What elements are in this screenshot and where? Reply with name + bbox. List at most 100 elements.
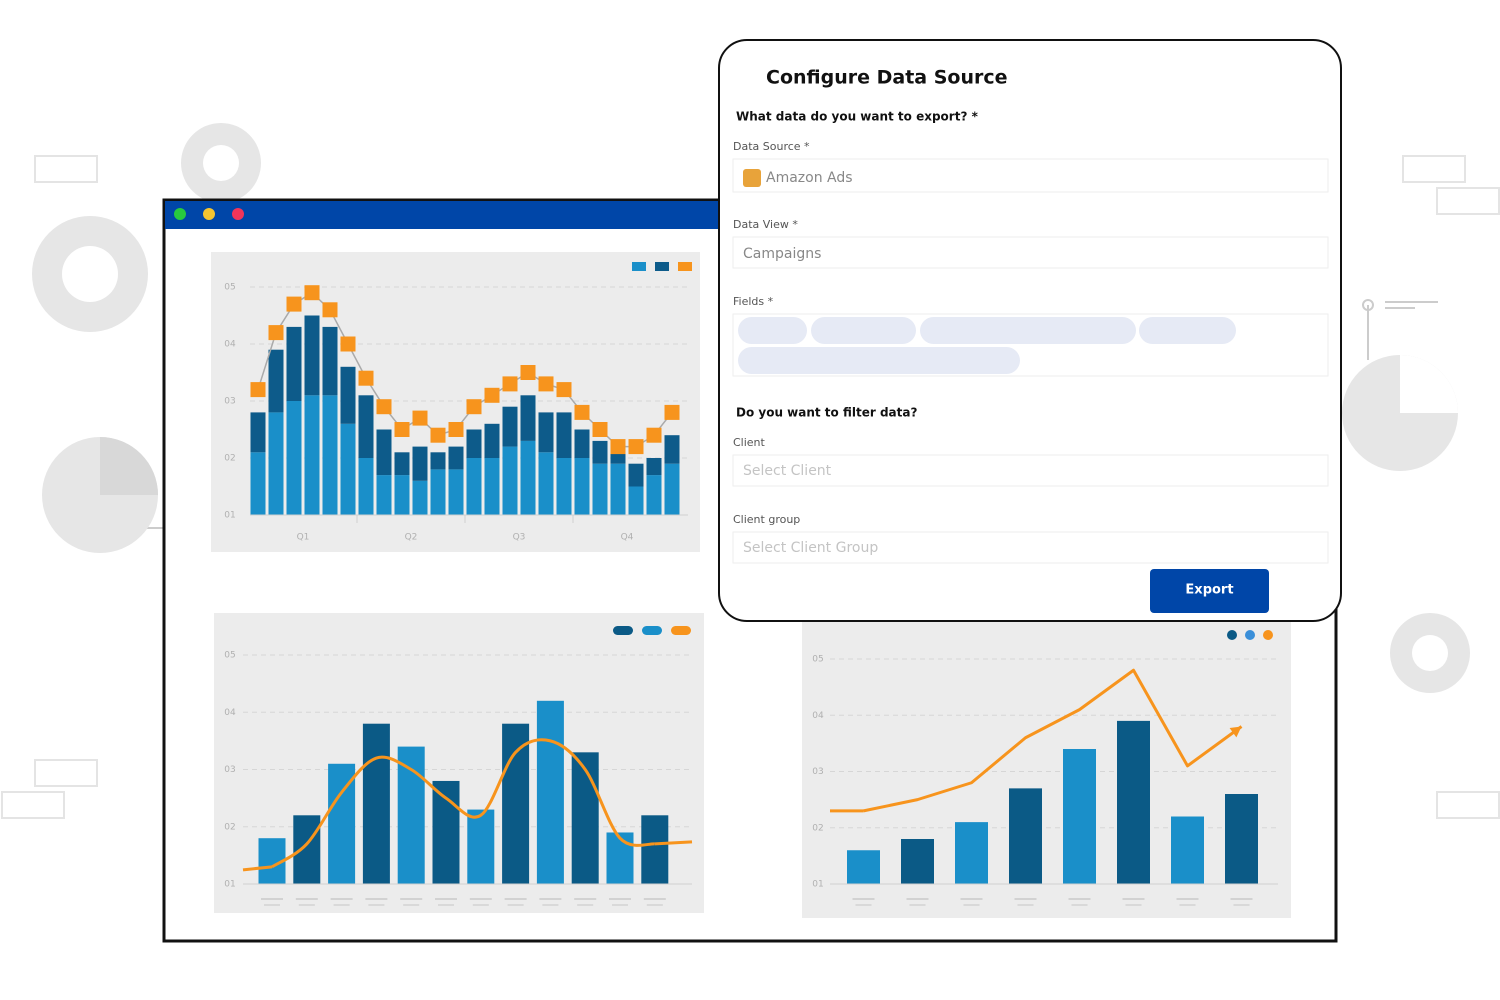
bar <box>304 315 320 396</box>
y-tick-label: 03 <box>224 765 235 775</box>
marker <box>502 376 518 392</box>
y-tick-label: 05 <box>224 651 235 661</box>
window-dot[interactable] <box>203 208 215 220</box>
y-tick-label: 05 <box>224 283 235 293</box>
bar <box>466 429 482 458</box>
bar <box>412 446 428 481</box>
bar <box>467 809 495 884</box>
select-input[interactable] <box>732 531 1329 564</box>
section-title: What data do you want to export? * <box>736 110 979 124</box>
bar <box>376 429 392 476</box>
marker <box>286 296 302 312</box>
y-tick-label: 01 <box>224 880 235 890</box>
bar <box>641 815 669 884</box>
y-tick-label: 03 <box>224 397 235 407</box>
window-dot[interactable] <box>232 208 244 220</box>
bar <box>664 435 680 464</box>
bar <box>520 395 536 441</box>
bar <box>955 822 988 884</box>
bar <box>394 475 410 515</box>
line <box>271 738 656 869</box>
bar <box>268 412 284 515</box>
bar <box>538 452 554 515</box>
bar <box>376 475 392 515</box>
field-label: Data View * <box>733 218 798 231</box>
field-chips <box>738 317 1236 374</box>
bar <box>538 412 554 453</box>
bar <box>520 440 536 515</box>
bar <box>397 746 425 884</box>
marker <box>574 404 590 420</box>
y-tick-label: 01 <box>224 511 235 521</box>
line-stub <box>654 840 693 846</box>
select-input[interactable] <box>732 158 1329 193</box>
bar <box>358 458 374 515</box>
x-tick-label: Q1 <box>297 533 310 543</box>
marker <box>556 382 572 398</box>
bar <box>340 423 356 515</box>
field-label: Fields * <box>733 295 774 308</box>
bar <box>1063 749 1096 884</box>
bar <box>1225 794 1258 884</box>
bar <box>250 412 266 453</box>
y-tick-label: 02 <box>224 454 235 464</box>
marker <box>646 427 662 443</box>
bar <box>430 452 446 470</box>
y-tick-label: 05 <box>812 655 823 665</box>
select-input[interactable] <box>732 236 1329 269</box>
field-label: Client <box>733 436 766 449</box>
marker <box>592 422 608 437</box>
bar <box>286 401 302 515</box>
arrow-head <box>1229 726 1242 738</box>
bar <box>606 832 634 884</box>
bar <box>448 446 464 470</box>
marker <box>250 382 266 398</box>
marker <box>664 404 680 420</box>
export-button[interactable] <box>1150 569 1269 613</box>
marker <box>628 439 644 455</box>
select-value: Amazon Ads <box>766 170 853 186</box>
window-dot[interactable] <box>174 208 186 220</box>
y-tick-label: 02 <box>812 823 823 833</box>
bar <box>628 486 644 515</box>
bar <box>610 452 626 464</box>
marker <box>394 422 410 437</box>
line <box>863 668 1243 813</box>
bar <box>847 850 880 884</box>
bar <box>268 349 284 413</box>
bar <box>610 463 626 515</box>
bar <box>901 839 934 884</box>
select-input[interactable] <box>732 454 1329 487</box>
marker <box>376 399 392 415</box>
bar <box>328 763 356 884</box>
bar <box>362 723 390 884</box>
bar <box>592 463 608 515</box>
bar <box>592 440 608 464</box>
marker <box>340 336 356 352</box>
bar <box>484 423 500 458</box>
bar <box>340 366 356 424</box>
marker <box>358 370 374 386</box>
marker <box>520 365 536 380</box>
field-label: Data Source * <box>733 140 810 153</box>
bar <box>358 395 374 458</box>
marker <box>322 302 338 318</box>
marker <box>466 399 482 415</box>
bar <box>322 395 338 515</box>
charts: 01 02 03 04 05 Q1 Q2 Q3 Q4 01 02 03 04 05 01 02 03 04 05 <box>224 283 1278 906</box>
decor-holes <box>62 145 1458 671</box>
marker <box>412 410 428 426</box>
bar <box>1117 720 1150 884</box>
bar <box>448 469 464 515</box>
chart-panel <box>802 620 1291 918</box>
line-stub <box>242 865 273 872</box>
bar <box>502 446 518 515</box>
bar <box>571 752 599 884</box>
bar <box>293 815 321 884</box>
y-tick-label: 03 <box>812 767 823 777</box>
bar <box>1009 788 1042 884</box>
placeholder: Select Client <box>743 463 832 479</box>
bar <box>322 326 338 396</box>
bar <box>556 412 572 458</box>
marker <box>268 325 284 341</box>
